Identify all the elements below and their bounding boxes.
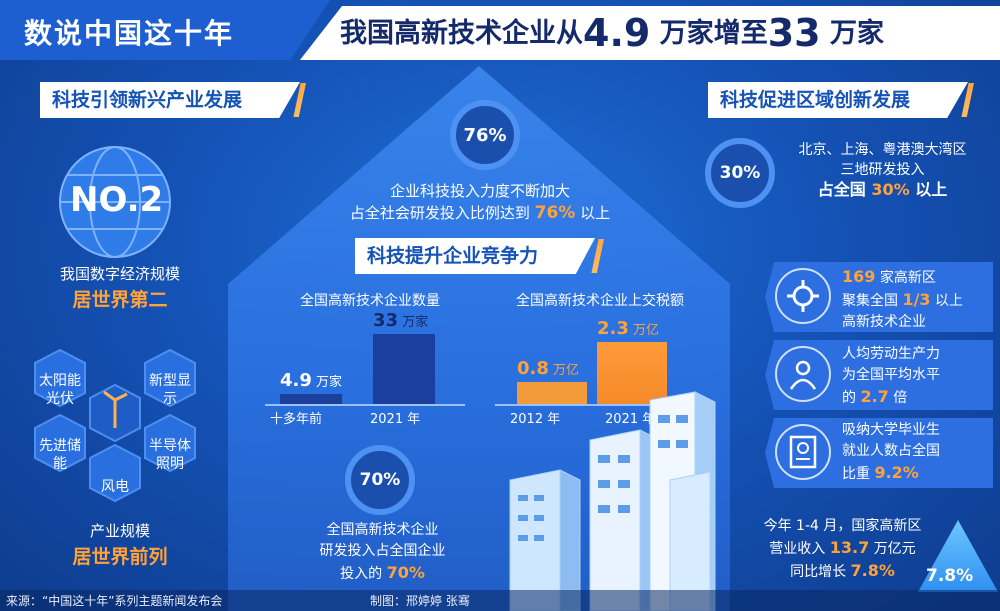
rd-share-text: 全国高新技术企业 研发投入占全国企业 投入的 70% [290, 520, 475, 585]
industry-hex-cluster [34, 348, 196, 503]
pct-top-value: 76% [463, 124, 507, 146]
chart2-cat-0: 2012 年 [510, 412, 561, 427]
globe-icon [50, 137, 180, 267]
hex-shape [34, 348, 86, 408]
chart2-bar-0 [517, 382, 587, 404]
hex-shape [34, 413, 86, 473]
card2-text: 人均劳动生产力 为全国平均水平 的 2.7 倍 [842, 344, 940, 409]
revenue-line3: 同比增长 7.8% [790, 561, 895, 580]
card3-line2: 就业人数占全国 [842, 443, 940, 459]
hex-shape [144, 348, 196, 408]
gear-icon [775, 268, 831, 324]
left-section-tag: 科技引领新兴产业发展 [40, 82, 300, 118]
hex-shape [144, 413, 196, 473]
worker-icon [775, 346, 831, 402]
pct-region-value: 30% [719, 163, 761, 183]
chart2-value-0: 0.8 万亿 [517, 358, 580, 380]
chart2-title: 全国高新技术企业上交税额 [516, 293, 684, 309]
card1-text: 169 家高新区 聚集全国 1/3 以上 高新技术企业 [842, 266, 963, 333]
revenue-line2: 营业收入 13.7 万亿元 [769, 538, 916, 557]
card2-line3: 的 2.7 倍 [842, 387, 908, 406]
region-line3: 占全国 30% 以上 [817, 180, 948, 199]
chart1-cat-0: 十多年前 [270, 412, 323, 427]
right-section-tag: 科技促进区域创新发展 [708, 82, 968, 118]
header-left-band [0, 0, 330, 60]
industry-scale-line1: 产业规模 [89, 522, 150, 540]
city-buildings-illustration [509, 391, 716, 611]
chart1-baseline [265, 404, 465, 406]
chart1-bar-0 [280, 393, 342, 404]
region-line2: 三地研发投入 [840, 162, 925, 178]
growth-triangle-value: 7.8% [926, 566, 974, 586]
rd-line2: 占全社会研发投入比例达到 76% 以上 [349, 203, 611, 223]
pct-bottom-value: 70% [359, 470, 401, 490]
rd-share-line2: 研发投入占全国企业 [319, 543, 446, 559]
card1-line3: 高新技术企业 [842, 314, 926, 330]
chart1-cat-1: 2021 年 [370, 412, 421, 427]
footer-credit: 制图：邢婷婷 张骞 [370, 594, 470, 608]
no2-badge: NO.2 [70, 180, 164, 220]
rd-investment-text: 企业科技投入力度不断加大 占全社会研发投入比例达到 76% 以上 [290, 180, 670, 224]
chart2-value-1: 2.3 万亿 [597, 318, 660, 339]
chart1-area: 4.9 万家 33 万家 十多年前 2021 年 [265, 310, 465, 427]
chart2-bar-1 [597, 342, 667, 404]
digital-economy-line1: 我国数字经济规模 [59, 265, 180, 283]
digital-economy-line2: 居世界第二 [72, 289, 168, 311]
region-text: 北京、上海、粤港澳大湾区 三地研发投入 占全国 30% 以上 [770, 140, 995, 200]
hex-storage-label: 先进储能 [39, 438, 81, 472]
chart2-cat-1: 2021 年 [605, 412, 656, 427]
center-section-tag: 科技提升企业竞争力 [355, 238, 595, 274]
header-headline: 我国高新技术企业从4.9 万家增至33 万家 [340, 11, 885, 55]
chart1-value-0: 4.9 万家 [280, 369, 343, 391]
document-icon [775, 424, 831, 480]
card3-line1: 吸纳大学毕业生 [842, 422, 940, 438]
card3-text: 吸纳大学毕业生 就业人数占全国 比重 9.2% [842, 420, 940, 485]
hex-solar-label: 太阳能光伏 [39, 373, 81, 407]
card3-line3: 比重 9.2% [842, 463, 919, 482]
pct-bottom-circle: 70% [345, 445, 415, 515]
pct-top-circle: 76% [450, 100, 520, 170]
rd-line1: 企业科技投入力度不断加大 [389, 182, 570, 200]
chart1-value-1: 33 万家 [373, 310, 429, 331]
chart1-bar-1 [373, 334, 435, 404]
hex-display-label: 新型显示 [149, 373, 191, 407]
rd-share-line3: 投入的 70% [340, 563, 425, 582]
chart2-baseline [495, 404, 705, 406]
card1-line1: 169 家高新区 [842, 267, 936, 286]
industry-scale-line2: 居世界前列 [72, 546, 168, 568]
footer-source: 来源：“中国这十年”系列主题新闻发布会 [6, 594, 223, 608]
revenue-line1: 今年 1-4 月，国家高新区 [763, 518, 922, 534]
header-right-band [300, 6, 1000, 60]
chart1-title: 全国高新技术企业数量 [300, 293, 440, 309]
hex-shape [89, 443, 141, 503]
rd-share-line1: 全国高新技术企业 [326, 522, 439, 538]
card1-line2: 聚集全国 1/3 以上 [842, 290, 964, 309]
region-line1: 北京、上海、粤港澳大湾区 [798, 142, 967, 158]
pct-region-circle: 30% [705, 138, 775, 208]
hex-lighting-label: 半导体照明 [149, 438, 191, 472]
header-left-title: 数说中国这十年 [24, 17, 235, 50]
revenue-text: 今年 1-4 月，国家高新区 营业收入 13.7 万亿元 同比增长 7.8% [735, 515, 950, 583]
card2-line1: 人均劳动生产力 [842, 346, 940, 362]
hex-wind-label: 风电 [101, 479, 129, 495]
footer-band [0, 590, 1000, 611]
chart2-area: 0.8 万亿 2.3 万亿 2012 年 2021 年 [495, 318, 705, 427]
card2-line2: 为全国平均水平 [842, 367, 940, 383]
